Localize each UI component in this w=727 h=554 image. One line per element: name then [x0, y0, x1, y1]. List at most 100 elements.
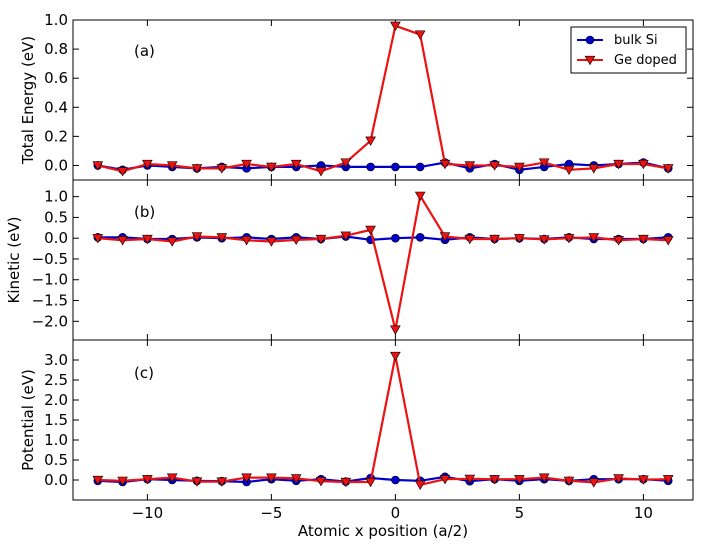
data-point-ge-doped-a — [142, 159, 153, 170]
data-point-ge-doped-b — [613, 236, 624, 246]
series-line-ge-doped-c — [97, 354, 669, 486]
data-point-ge-doped-b — [514, 234, 525, 244]
data-point-bulk-si-a — [391, 162, 400, 172]
data-point-ge-doped-b — [191, 232, 203, 242]
y-tick-label-b: 0.5 — [44, 208, 68, 226]
data-point-ge-doped-a — [290, 159, 302, 170]
y-tick-label-c: 2.0 — [44, 391, 68, 409]
data-point-ge-doped-c — [92, 475, 104, 486]
data-point-ge-doped-a — [241, 159, 252, 170]
x-tick-label: −10 — [132, 504, 164, 522]
data-point-ge-doped-a — [414, 30, 426, 40]
data-point-ge-doped-b — [117, 236, 128, 246]
y-tick-label-c: 1.0 — [44, 431, 68, 449]
data-point-ge-doped-a — [216, 164, 228, 174]
y-tick-label-a: 1.0 — [44, 11, 68, 29]
y-tick-label-a: 0.4 — [44, 98, 68, 116]
data-point-ge-doped-a — [613, 159, 624, 170]
data-point-ge-doped-a — [563, 165, 575, 176]
data-point-ge-doped-c — [588, 478, 600, 488]
y-axis-title-total-energy: Total Energy (eV) — [19, 36, 37, 165]
data-point-ge-doped-c — [166, 473, 178, 483]
legend-marker-bulk-si — [585, 35, 595, 45]
data-point-ge-doped-a — [340, 158, 352, 168]
panel-b-tag: (b) — [134, 203, 155, 221]
data-point-ge-doped-b — [241, 236, 252, 246]
y-axis-title-kinetic: Kinetic (eV) — [5, 217, 23, 304]
data-point-ge-doped-b — [662, 236, 674, 246]
data-point-ge-doped-b — [563, 234, 575, 244]
data-point-ge-doped-b — [340, 231, 352, 241]
panel-total-energy: (a) Total Energy (eV) 0.0 0.2 0.4 0.6 0.8 1.0 — [19, 11, 694, 181]
series-line-ge-doped-a — [97, 24, 669, 173]
data-point-ge-doped-b — [315, 234, 327, 245]
data-point-ge-doped-c — [414, 480, 426, 491]
legend-marker-ge-doped — [584, 55, 596, 66]
data-point-ge-doped-b — [365, 225, 376, 236]
y-tick-label-c: 3.0 — [44, 351, 68, 369]
data-point-ge-doped-a — [638, 159, 649, 170]
legend-label-bulk-si: bulk Si — [614, 33, 658, 48]
plot-frame-b — [72, 179, 694, 341]
data-point-ge-doped-a — [191, 164, 203, 174]
data-point-ge-doped-b — [166, 237, 178, 247]
data-point-bulk-si-a — [415, 162, 425, 172]
data-point-ge-doped-c — [117, 476, 128, 487]
y-tick-label-c: 1.5 — [44, 411, 68, 429]
data-point-ge-doped-a — [588, 164, 600, 174]
x-tick-label: 5 — [515, 504, 525, 522]
panel-a-tag: (a) — [134, 42, 155, 60]
x-tick-label: −5 — [260, 504, 282, 522]
y-tick-label-c: 0.5 — [44, 451, 68, 469]
x-tick-label: 0 — [391, 504, 401, 522]
data-point-ge-doped-a — [390, 21, 401, 32]
data-point-bulk-si-b — [391, 233, 400, 243]
data-point-ge-doped-c — [241, 473, 252, 483]
data-point-ge-doped-c — [662, 475, 674, 485]
data-point-ge-doped-a — [538, 158, 550, 168]
data-point-ge-doped-a — [117, 167, 128, 177]
data-point-ge-doped-a — [439, 159, 451, 170]
data-point-ge-doped-b — [489, 234, 500, 245]
data-point-ge-doped-c — [191, 477, 203, 487]
data-point-ge-doped-a — [166, 161, 178, 171]
data-point-ge-doped-b — [414, 191, 426, 201]
data-point-ge-doped-c — [538, 473, 550, 483]
data-point-ge-doped-c — [365, 477, 376, 488]
data-point-ge-doped-c — [489, 475, 500, 485]
data-point-ge-doped-c — [638, 475, 649, 485]
y-axis-title-potential: Potential (eV) — [19, 369, 37, 471]
data-point-ge-doped-c — [464, 474, 476, 485]
data-point-bulk-si-b — [415, 233, 425, 242]
data-point-ge-doped-c — [290, 474, 302, 484]
data-point-bulk-si-c — [391, 475, 400, 485]
y-tick-label-a: 0.2 — [44, 127, 68, 145]
x-axis-title: Atomic x position (a/2) — [298, 522, 468, 540]
legend-label-ge-doped: Ge doped — [614, 53, 677, 68]
data-point-ge-doped-b — [538, 235, 550, 245]
data-point-ge-doped-a — [266, 162, 277, 173]
legend-frame — [570, 26, 687, 74]
y-tick-label-b: −1.0 — [32, 271, 68, 289]
data-point-ge-doped-c — [439, 475, 451, 485]
data-point-ge-doped-c — [563, 476, 575, 487]
legend: bulk Si Ge doped — [570, 26, 687, 74]
data-point-ge-doped-a — [315, 167, 327, 177]
series-line-ge-doped-b — [97, 194, 669, 331]
data-point-ge-doped-c — [142, 475, 153, 485]
x-tick-label: 10 — [634, 504, 653, 522]
data-point-ge-doped-a — [662, 164, 674, 174]
y-tick-label-a: 0.8 — [44, 40, 68, 58]
y-tick-label-b: 0.0 — [44, 229, 68, 247]
data-point-ge-doped-b — [464, 234, 476, 245]
data-point-ge-doped-a — [365, 136, 376, 146]
data-point-ge-doped-b — [638, 234, 649, 245]
y-tick-label-b: −0.5 — [32, 250, 68, 268]
data-point-ge-doped-c — [266, 473, 277, 483]
data-point-ge-doped-b — [216, 233, 228, 243]
data-point-ge-doped-c — [340, 477, 352, 488]
data-point-ge-doped-c — [390, 351, 401, 362]
data-point-ge-doped-b — [92, 234, 104, 244]
data-point-ge-doped-c — [216, 477, 228, 487]
